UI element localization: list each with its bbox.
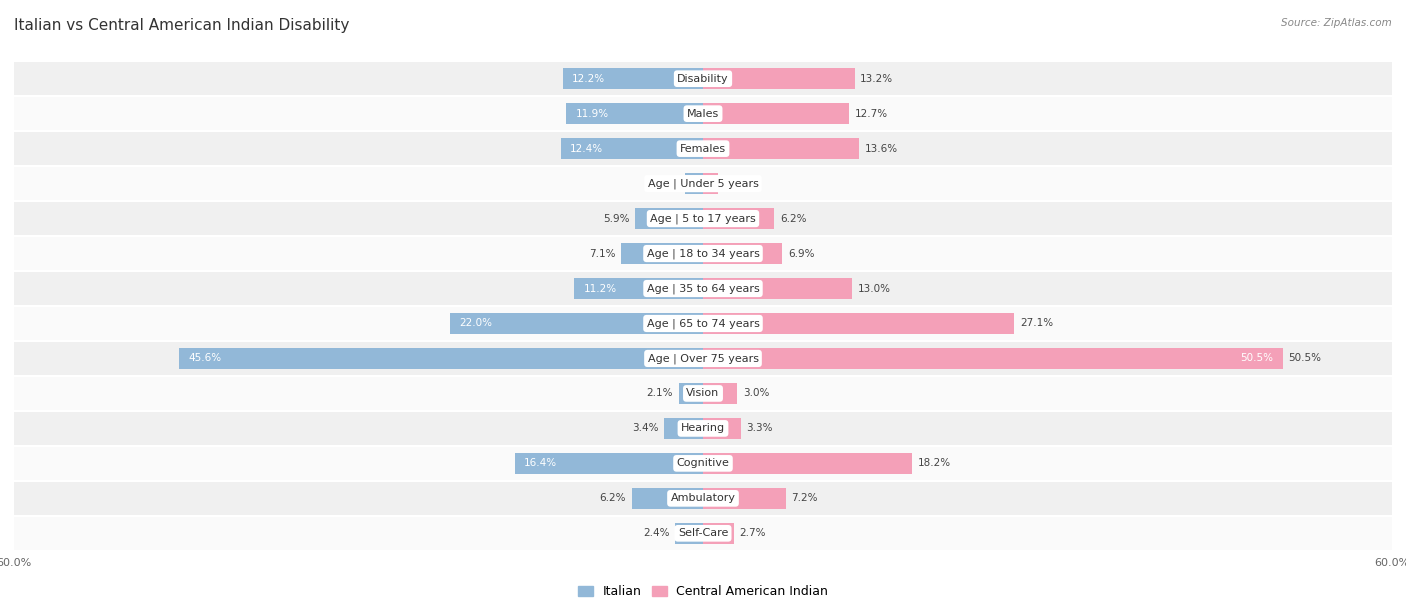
Bar bbox=[14, 271, 1392, 306]
Bar bbox=[14, 96, 1392, 131]
Text: 7.2%: 7.2% bbox=[792, 493, 818, 503]
Bar bbox=[14, 306, 1392, 341]
Text: 45.6%: 45.6% bbox=[188, 354, 222, 364]
Text: 22.0%: 22.0% bbox=[460, 318, 492, 329]
Bar bbox=[14, 341, 1392, 376]
Bar bbox=[621, 243, 703, 264]
Text: Self-Care: Self-Care bbox=[678, 528, 728, 539]
Bar bbox=[703, 103, 849, 124]
Text: Disability: Disability bbox=[678, 73, 728, 84]
Text: Females: Females bbox=[681, 144, 725, 154]
Bar bbox=[703, 243, 782, 264]
Bar bbox=[703, 68, 855, 89]
Text: 1.3%: 1.3% bbox=[724, 179, 751, 188]
Bar bbox=[703, 488, 786, 509]
Text: 3.3%: 3.3% bbox=[747, 424, 773, 433]
Text: Cognitive: Cognitive bbox=[676, 458, 730, 468]
Text: Hearing: Hearing bbox=[681, 424, 725, 433]
Bar bbox=[703, 278, 852, 299]
Text: 5.9%: 5.9% bbox=[603, 214, 630, 223]
Text: Vision: Vision bbox=[686, 389, 720, 398]
Text: 2.1%: 2.1% bbox=[647, 389, 673, 398]
Bar bbox=[703, 138, 859, 159]
Bar bbox=[14, 166, 1392, 201]
Bar bbox=[703, 313, 1014, 334]
Text: 13.2%: 13.2% bbox=[860, 73, 893, 84]
Bar bbox=[14, 61, 1392, 96]
Text: 12.2%: 12.2% bbox=[572, 73, 605, 84]
Text: 13.6%: 13.6% bbox=[865, 144, 898, 154]
Bar bbox=[575, 278, 703, 299]
Text: 2.7%: 2.7% bbox=[740, 528, 766, 539]
Text: 27.1%: 27.1% bbox=[1019, 318, 1053, 329]
Bar bbox=[703, 383, 738, 404]
Text: 1.6%: 1.6% bbox=[652, 179, 679, 188]
Text: 6.9%: 6.9% bbox=[787, 248, 814, 258]
Bar bbox=[567, 103, 703, 124]
Text: 11.9%: 11.9% bbox=[575, 109, 609, 119]
Bar bbox=[685, 173, 703, 194]
Bar bbox=[703, 523, 734, 544]
Text: 3.4%: 3.4% bbox=[631, 424, 658, 433]
Bar bbox=[561, 138, 703, 159]
Text: 50.5%: 50.5% bbox=[1289, 354, 1322, 364]
Bar bbox=[562, 68, 703, 89]
Text: Italian vs Central American Indian Disability: Italian vs Central American Indian Disab… bbox=[14, 18, 350, 34]
Text: 50.5%: 50.5% bbox=[1240, 354, 1274, 364]
Text: Age | Over 75 years: Age | Over 75 years bbox=[648, 353, 758, 364]
Bar bbox=[180, 348, 703, 369]
Text: Age | 65 to 74 years: Age | 65 to 74 years bbox=[647, 318, 759, 329]
Text: Age | 5 to 17 years: Age | 5 to 17 years bbox=[650, 214, 756, 224]
Text: 2.4%: 2.4% bbox=[643, 528, 669, 539]
Bar bbox=[703, 208, 775, 229]
Bar bbox=[14, 131, 1392, 166]
Bar bbox=[703, 348, 1282, 369]
Bar bbox=[14, 446, 1392, 481]
Text: 6.2%: 6.2% bbox=[599, 493, 626, 503]
Bar bbox=[703, 173, 718, 194]
Text: 6.2%: 6.2% bbox=[780, 214, 807, 223]
Bar bbox=[664, 418, 703, 439]
Bar bbox=[14, 411, 1392, 446]
Text: Age | Under 5 years: Age | Under 5 years bbox=[648, 178, 758, 189]
Text: 16.4%: 16.4% bbox=[524, 458, 557, 468]
Bar bbox=[14, 481, 1392, 516]
Text: Age | 35 to 64 years: Age | 35 to 64 years bbox=[647, 283, 759, 294]
Text: 7.1%: 7.1% bbox=[589, 248, 616, 258]
Bar bbox=[703, 453, 912, 474]
Text: Ambulatory: Ambulatory bbox=[671, 493, 735, 503]
Bar bbox=[14, 376, 1392, 411]
Legend: Italian, Central American Indian: Italian, Central American Indian bbox=[572, 580, 834, 603]
Bar bbox=[14, 201, 1392, 236]
Bar bbox=[14, 516, 1392, 551]
Bar bbox=[515, 453, 703, 474]
Bar bbox=[14, 236, 1392, 271]
Text: Males: Males bbox=[688, 109, 718, 119]
Text: 13.0%: 13.0% bbox=[858, 283, 891, 294]
Bar bbox=[679, 383, 703, 404]
Text: 12.7%: 12.7% bbox=[855, 109, 887, 119]
Text: 12.4%: 12.4% bbox=[569, 144, 603, 154]
Text: 11.2%: 11.2% bbox=[583, 283, 617, 294]
Bar bbox=[631, 488, 703, 509]
Bar bbox=[703, 418, 741, 439]
Text: Age | 18 to 34 years: Age | 18 to 34 years bbox=[647, 248, 759, 259]
Text: 3.0%: 3.0% bbox=[744, 389, 769, 398]
Text: 18.2%: 18.2% bbox=[918, 458, 950, 468]
Bar bbox=[636, 208, 703, 229]
Bar bbox=[450, 313, 703, 334]
Text: Source: ZipAtlas.com: Source: ZipAtlas.com bbox=[1281, 18, 1392, 28]
Bar bbox=[675, 523, 703, 544]
